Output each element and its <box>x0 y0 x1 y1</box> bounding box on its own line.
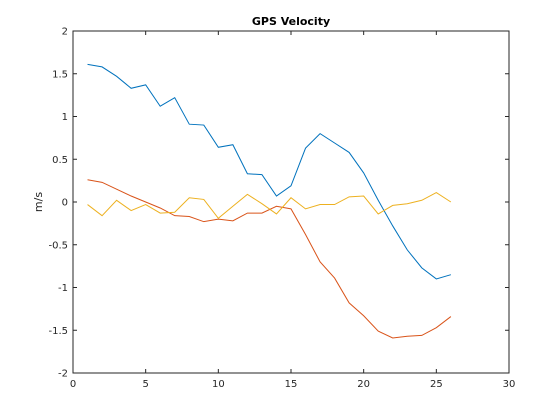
x-tick-label: 30 <box>503 379 516 390</box>
y-axis: -2 -1.5 -1 -0.5 0 0.5 1 1.5 2 <box>48 27 509 380</box>
y-tick-label: 0.5 <box>52 155 68 166</box>
x-tick-label: 20 <box>357 379 370 390</box>
y-axis-label: m/s <box>32 192 45 212</box>
y-tick-label: 1.5 <box>52 69 68 80</box>
y-tick-label: 0 <box>62 198 68 209</box>
series-line-3 <box>87 192 452 219</box>
y-tick-label: -2 <box>58 369 68 380</box>
x-tick-label: 0 <box>70 379 76 390</box>
series-line-2 <box>87 179 452 339</box>
y-tick-label: 2 <box>62 27 68 38</box>
x-axis: 0 5 10 15 20 25 30 <box>70 31 516 390</box>
y-tick-label: -1.5 <box>48 326 68 337</box>
y-tick-label: 1 <box>62 112 68 123</box>
series-line-1 <box>87 63 452 280</box>
x-tick-label: 25 <box>430 379 443 390</box>
y-tick-label: -1 <box>58 283 68 294</box>
y-tick-label: -0.5 <box>48 240 68 251</box>
series-layer <box>87 63 452 339</box>
x-tick-label: 5 <box>142 379 148 390</box>
x-tick-label: 15 <box>285 379 298 390</box>
x-tick-label: 10 <box>212 379 225 390</box>
chart-title: GPS Velocity <box>252 15 330 28</box>
